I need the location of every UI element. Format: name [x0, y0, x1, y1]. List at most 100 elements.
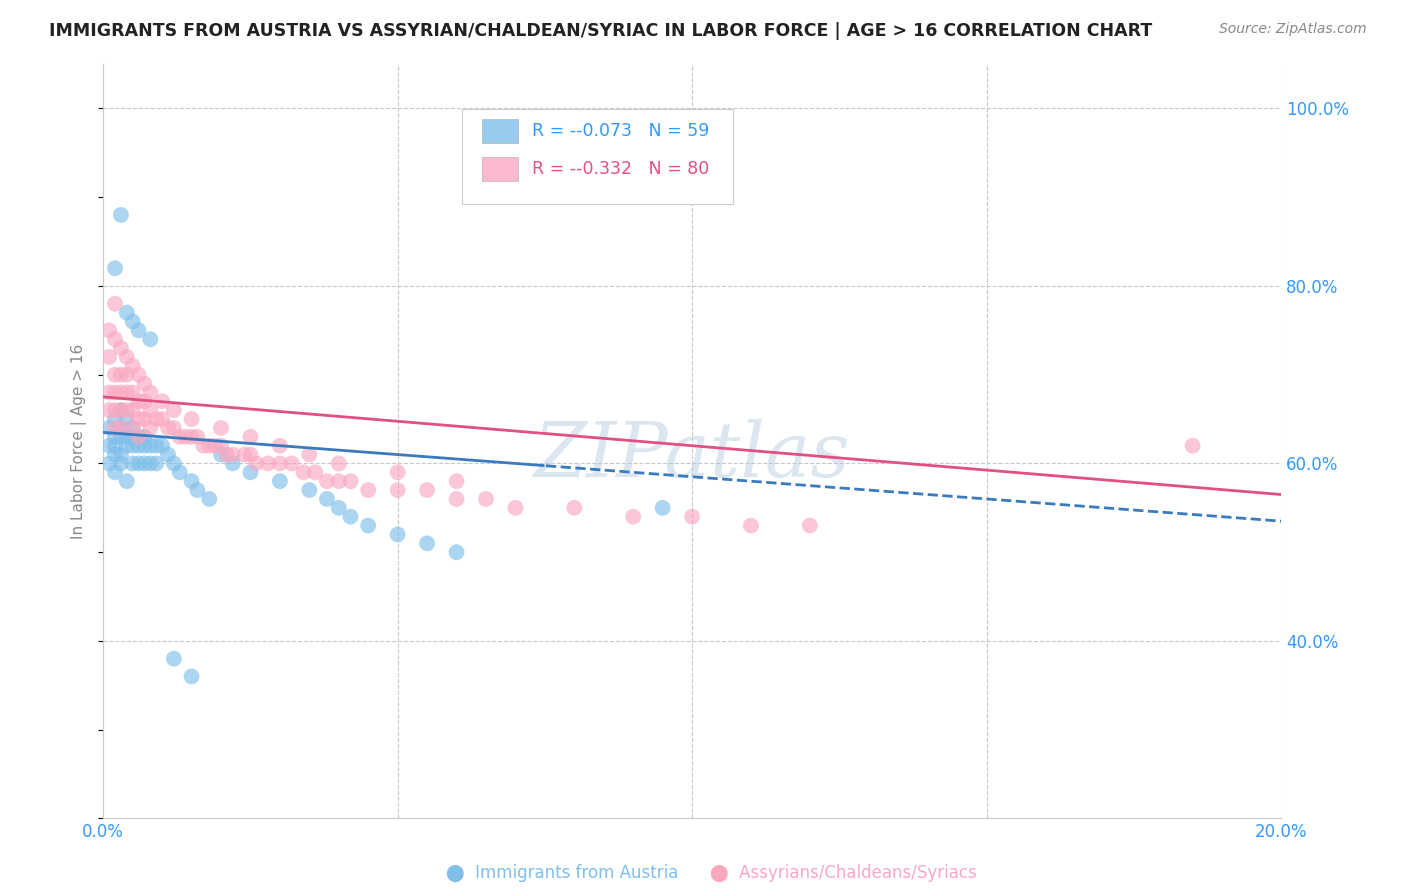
Point	[621, 509, 644, 524]
Point	[446, 491, 468, 506]
Point	[239, 466, 262, 480]
Point	[128, 323, 150, 337]
Point	[150, 439, 173, 453]
Y-axis label: In Labor Force | Age > 16: In Labor Force | Age > 16	[72, 343, 87, 539]
Point	[139, 457, 162, 471]
Point	[104, 368, 127, 382]
Point	[257, 457, 280, 471]
Point	[180, 669, 202, 683]
Point	[740, 518, 762, 533]
Point	[269, 474, 291, 488]
Point	[139, 385, 162, 400]
Point	[134, 376, 156, 391]
Point	[339, 474, 361, 488]
Point	[128, 394, 150, 409]
Point	[357, 518, 380, 533]
Point	[193, 439, 215, 453]
Point	[115, 368, 138, 382]
Point	[316, 474, 339, 488]
Point	[98, 439, 121, 453]
Point	[104, 261, 127, 276]
Point	[292, 466, 315, 480]
FancyBboxPatch shape	[463, 110, 734, 203]
Point	[209, 439, 232, 453]
Text: ZIPatlas: ZIPatlas	[534, 419, 851, 493]
Point	[110, 421, 132, 435]
Point	[416, 536, 439, 550]
Point	[115, 439, 138, 453]
Point	[115, 385, 138, 400]
Point	[280, 457, 302, 471]
Point	[110, 448, 132, 462]
Point	[145, 457, 167, 471]
Point	[681, 509, 703, 524]
Point	[98, 403, 121, 417]
Point	[98, 350, 121, 364]
Point	[505, 500, 527, 515]
Point	[121, 385, 143, 400]
Point	[169, 430, 191, 444]
Point	[163, 457, 186, 471]
Point	[104, 430, 127, 444]
Point	[98, 457, 121, 471]
Point	[215, 448, 238, 462]
Point	[121, 439, 143, 453]
Point	[134, 457, 156, 471]
Point	[139, 421, 162, 435]
Point	[128, 412, 150, 426]
Text: R = --0.332   N = 80: R = --0.332 N = 80	[531, 160, 709, 178]
Point	[110, 341, 132, 355]
Point	[562, 500, 585, 515]
FancyBboxPatch shape	[482, 157, 517, 181]
Point	[145, 439, 167, 453]
Point	[446, 545, 468, 559]
Point	[115, 412, 138, 426]
Point	[304, 466, 326, 480]
Point	[121, 314, 143, 328]
Point	[98, 385, 121, 400]
Point	[186, 430, 208, 444]
Point	[198, 491, 221, 506]
Point	[222, 448, 245, 462]
Point	[651, 500, 673, 515]
Point	[134, 394, 156, 409]
Point	[139, 403, 162, 417]
Point	[128, 368, 150, 382]
Point	[316, 491, 339, 506]
Point	[121, 421, 143, 435]
Point	[134, 439, 156, 453]
Point	[115, 474, 138, 488]
Text: R = --0.073   N = 59: R = --0.073 N = 59	[531, 122, 709, 140]
Point	[98, 421, 121, 435]
Point	[328, 457, 350, 471]
Text: ⬤  Assyrians/Chaldeans/Syriacs: ⬤ Assyrians/Chaldeans/Syriacs	[710, 863, 977, 881]
Point	[150, 394, 173, 409]
Point	[198, 439, 221, 453]
Point	[209, 448, 232, 462]
Point	[156, 421, 179, 435]
Point	[134, 412, 156, 426]
FancyBboxPatch shape	[482, 120, 517, 144]
Point	[110, 403, 132, 417]
Point	[233, 448, 256, 462]
Point	[110, 430, 132, 444]
Point	[115, 403, 138, 417]
Point	[115, 305, 138, 319]
Point	[799, 518, 821, 533]
Point	[328, 474, 350, 488]
Point	[222, 457, 245, 471]
Point	[145, 412, 167, 426]
Point	[104, 439, 127, 453]
Text: IMMIGRANTS FROM AUSTRIA VS ASSYRIAN/CHALDEAN/SYRIAC IN LABOR FORCE | AGE > 16 CO: IMMIGRANTS FROM AUSTRIA VS ASSYRIAN/CHAL…	[49, 22, 1153, 40]
Point	[115, 350, 138, 364]
Point	[110, 421, 132, 435]
Point	[269, 457, 291, 471]
Point	[134, 430, 156, 444]
Point	[180, 412, 202, 426]
Point	[121, 359, 143, 373]
Point	[139, 439, 162, 453]
Text: ⬤  Immigrants from Austria: ⬤ Immigrants from Austria	[446, 863, 679, 881]
Point	[239, 430, 262, 444]
Point	[209, 421, 232, 435]
Point	[169, 466, 191, 480]
